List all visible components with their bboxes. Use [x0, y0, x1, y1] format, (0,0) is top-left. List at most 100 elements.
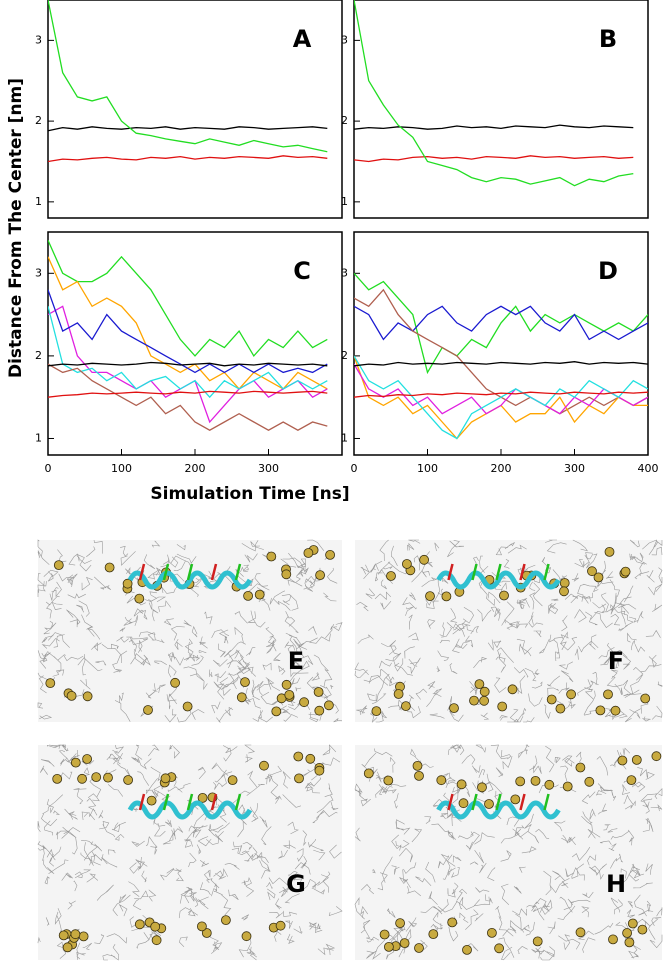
phosphate-bead — [383, 775, 394, 786]
series-group — [48, 240, 328, 431]
phosphate-bead — [499, 590, 509, 601]
snapshot-bg — [355, 745, 662, 960]
phosphate-bead — [299, 697, 310, 708]
phosphate-bead — [479, 695, 490, 706]
phosphate-bead — [275, 920, 286, 931]
plot-frame — [47, 0, 343, 219]
phosphate-bead — [456, 779, 467, 790]
y-tick-label: 3 — [341, 33, 348, 46]
phosphate-bead — [220, 915, 231, 925]
side-chain — [543, 793, 550, 811]
phosphate-bead — [104, 562, 115, 573]
phosphate-bead — [462, 945, 472, 955]
phosphate-bead — [627, 918, 638, 929]
panel-label: D — [598, 257, 618, 285]
x-tick-label: 100 — [111, 462, 132, 475]
phosphate-bead — [201, 928, 212, 938]
phosphate-bead — [575, 762, 586, 773]
phosphate-bead — [559, 586, 569, 597]
side-chain — [162, 793, 170, 811]
snapshot-label: E — [288, 647, 304, 675]
phosphate-bead — [401, 559, 412, 569]
phosphate-bead — [103, 772, 113, 783]
side-chain — [471, 793, 478, 811]
series-line — [354, 305, 648, 341]
x-tick-label: 400 — [638, 462, 659, 475]
phosphate-bead — [441, 591, 452, 602]
phosphate-bead — [383, 942, 394, 952]
peptide-helix — [127, 570, 253, 590]
phosphate-bead — [412, 761, 423, 771]
series-line — [354, 0, 634, 187]
side-chain — [210, 793, 218, 811]
phosphate-bead — [530, 776, 541, 786]
phosphate-bead — [323, 700, 334, 711]
series-line — [48, 0, 328, 153]
phosphate-bead — [82, 691, 93, 702]
phosphate-bead — [544, 779, 555, 790]
phosphate-bead — [82, 754, 92, 764]
series-group — [48, 0, 328, 163]
phosphate-bead — [77, 773, 87, 784]
phosphate-bead — [479, 686, 490, 697]
phosphate-bead — [314, 765, 325, 776]
y-tick-label: 1 — [341, 431, 348, 444]
plot-frame — [353, 231, 649, 456]
phosphate-bead — [610, 705, 621, 716]
side-chain — [495, 793, 502, 811]
phosphate-bead — [604, 547, 615, 557]
phosphate-bead — [400, 701, 411, 711]
x-tick-label: 200 — [185, 462, 206, 475]
phosphate-bead — [593, 572, 604, 583]
y-tick-label: 3 — [35, 266, 42, 279]
phosphate-bead — [150, 921, 161, 932]
y-axis-label: Distance From The Center [nm] — [6, 78, 26, 378]
phosphate-bead — [293, 751, 304, 762]
phosphate-bead — [313, 687, 324, 697]
x-tick-label: 0 — [351, 462, 358, 475]
phosphate-bead — [134, 919, 145, 930]
snapshot-label: F — [608, 647, 624, 675]
phosphate-bead — [243, 591, 254, 601]
series-group — [354, 272, 648, 440]
x-tick-label: 0 — [45, 462, 52, 475]
snapshot-label: H — [606, 870, 626, 898]
phosphate-bead — [160, 773, 171, 784]
phosphate-bead — [70, 929, 81, 940]
lipid-tails — [37, 744, 343, 961]
lipid-tails — [354, 539, 663, 723]
y-tick-label: 3 — [35, 33, 42, 46]
peptide-helix — [127, 800, 253, 820]
plot-frame — [353, 0, 649, 219]
phosphate-bead — [227, 775, 238, 785]
series-line — [48, 306, 328, 399]
phosphate-bead — [53, 560, 64, 570]
phosphate-bead — [469, 695, 479, 706]
side-chain — [234, 793, 242, 811]
phosphate-bead — [497, 701, 508, 712]
phosphate-bead — [70, 757, 81, 768]
series-line — [48, 240, 328, 357]
phosphate-bead — [259, 760, 269, 771]
series-line — [354, 391, 648, 398]
phosphate-bead — [458, 798, 469, 809]
phosphate-bead — [640, 693, 651, 704]
phosphate-bead — [363, 768, 374, 779]
series-line — [48, 289, 328, 374]
phosphate-bead — [584, 776, 595, 787]
phosphate-bead — [52, 774, 63, 784]
series-group — [354, 0, 634, 187]
series-line — [354, 361, 648, 367]
side-chain — [447, 793, 454, 811]
phosphate-bead — [182, 701, 193, 712]
phosphate-bead — [399, 938, 410, 948]
series-line — [48, 390, 328, 398]
phosphate-bead — [386, 571, 396, 581]
phosphate-bead — [631, 755, 642, 765]
x-tick-label: 300 — [258, 462, 279, 475]
phosphate-bead — [281, 569, 292, 580]
phosphate-bead — [315, 570, 326, 580]
phosphate-bead — [425, 591, 435, 601]
side-chain — [186, 793, 194, 811]
phosphate-bead — [393, 689, 404, 699]
